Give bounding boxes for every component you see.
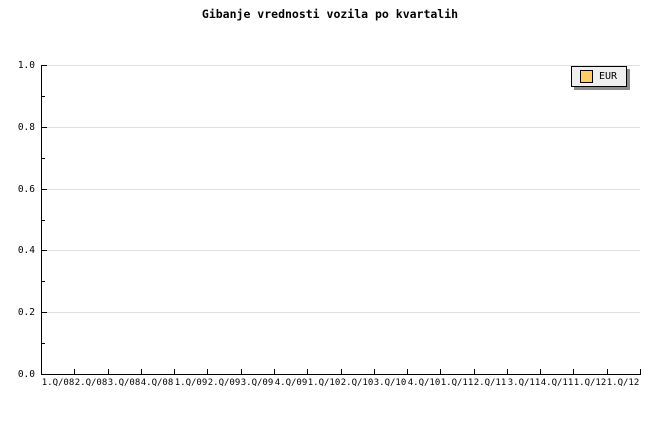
x-tick-label: 2.Q/10	[340, 378, 374, 388]
x-tick-label: 2.Q/09	[207, 378, 241, 388]
x-tick	[74, 369, 75, 374]
y-gridline	[41, 312, 640, 313]
y-major-tick	[42, 250, 47, 251]
y-tick-label: 1.0	[17, 60, 35, 71]
y-tick-label: 0.2	[17, 307, 35, 318]
y-axis-line	[41, 65, 42, 375]
x-tick	[407, 369, 408, 374]
x-tick-label: 4.Q/08	[140, 378, 174, 388]
y-gridline	[41, 189, 640, 190]
x-tick	[341, 369, 342, 374]
y-major-tick	[42, 189, 47, 190]
x-tick	[274, 369, 275, 374]
legend: EUR	[571, 66, 627, 87]
x-tick-label: 1.Q/12	[573, 378, 607, 388]
y-minor-tick	[42, 158, 45, 159]
y-minor-tick	[42, 220, 45, 221]
y-tick-label: 0.8	[17, 122, 35, 133]
x-tick-label: 3.Q/11	[507, 378, 541, 388]
y-tick-label: 0.4	[17, 245, 35, 256]
x-tick	[41, 369, 42, 374]
y-tick-label: 0.0	[17, 369, 35, 380]
y-minor-tick	[42, 343, 45, 344]
x-tick-label: 1.Q/08	[41, 378, 75, 388]
x-tick-label: 2.Q/11	[473, 378, 507, 388]
x-tick	[374, 369, 375, 374]
x-tick	[507, 369, 508, 374]
x-tick	[241, 369, 242, 374]
x-tick-label: 4.Q/09	[274, 378, 308, 388]
x-tick	[573, 369, 574, 374]
legend-label-eur: EUR	[599, 71, 618, 82]
y-tick-label: 0.6	[17, 184, 35, 195]
x-tick	[607, 369, 608, 374]
y-minor-tick	[42, 96, 45, 97]
y-major-tick	[42, 65, 47, 66]
x-tick	[174, 369, 175, 374]
x-tick-label: 3.Q/09	[240, 378, 274, 388]
x-tick-label: 1.Q/10	[307, 378, 341, 388]
x-tick	[540, 369, 541, 374]
chart-title: Gibanje vrednosti vozila po kvartalih	[201, 7, 459, 21]
x-tick	[474, 369, 475, 374]
x-tick-label: 3.Q/10	[373, 378, 407, 388]
x-tick	[440, 369, 441, 374]
x-tick	[141, 369, 142, 374]
x-tick	[640, 369, 641, 374]
y-gridline	[41, 65, 640, 66]
y-major-tick	[42, 312, 47, 313]
y-minor-tick	[42, 281, 45, 282]
x-tick-label: 1.Q/11	[440, 378, 474, 388]
y-gridline	[41, 250, 640, 251]
y-major-tick	[42, 127, 47, 128]
legend-swatch-eur	[580, 70, 593, 83]
x-tick-label: 4.Q/11	[540, 378, 574, 388]
x-tick	[307, 369, 308, 374]
x-tick-label: 2.Q/08	[74, 378, 108, 388]
y-major-tick	[42, 374, 47, 375]
x-tick	[207, 369, 208, 374]
x-tick-label: 1.Q/12	[606, 378, 640, 388]
x-tick-label: 3.Q/08	[107, 378, 141, 388]
x-axis-line	[41, 374, 641, 375]
x-tick-label: 1.Q/09	[174, 378, 208, 388]
x-tick	[108, 369, 109, 374]
x-tick-label: 4.Q/10	[407, 378, 441, 388]
y-gridline	[41, 127, 640, 128]
